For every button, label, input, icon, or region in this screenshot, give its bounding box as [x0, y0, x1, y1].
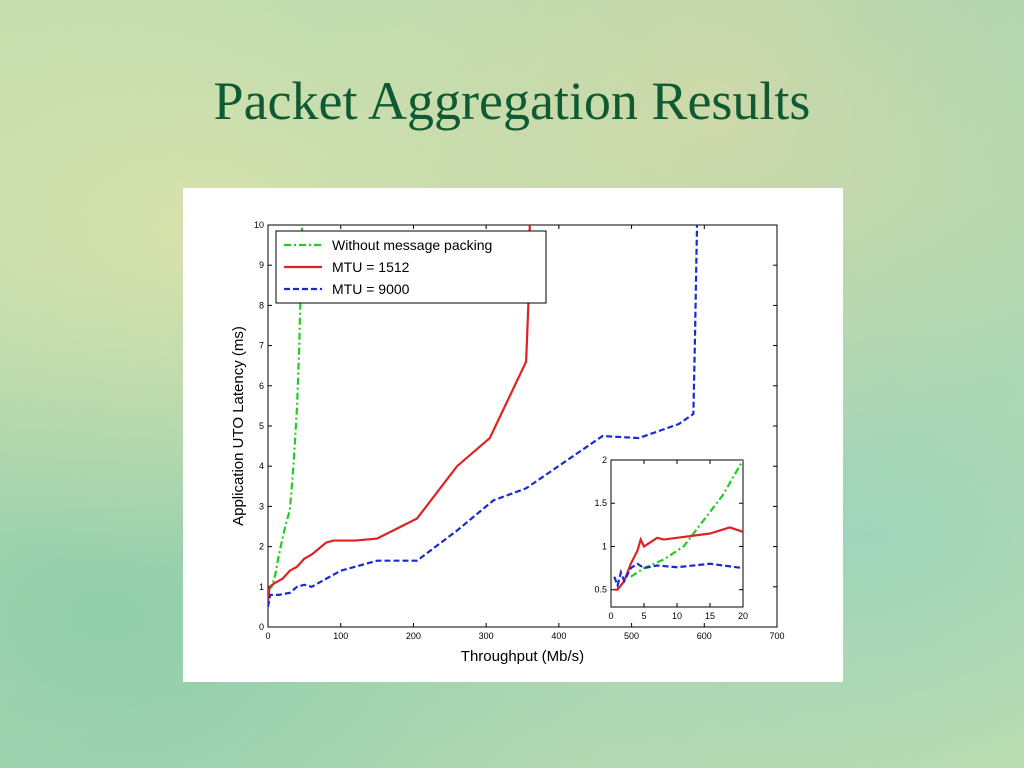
x-tick-label: 10 — [672, 611, 682, 621]
series-line — [268, 225, 699, 608]
y-tick-label: 2 — [602, 455, 607, 465]
x-tick-label: 100 — [333, 631, 348, 641]
series-line — [614, 526, 743, 591]
x-tick-label: 0 — [608, 611, 613, 621]
x-tick-label: 500 — [624, 631, 639, 641]
y-tick-label: 6 — [259, 381, 264, 391]
x-tick-label: 200 — [406, 631, 421, 641]
slide-title: Packet Aggregation Results — [213, 71, 811, 131]
y-tick-label: 8 — [259, 300, 264, 310]
chart: 0 100 200 300 400 500 600 700012345678910Throug… — [183, 188, 843, 682]
plot-area — [610, 459, 744, 608]
y-tick-label: 1 — [259, 582, 264, 592]
y-tick-label: 3 — [259, 501, 264, 511]
legend-label: MTU = 9000 — [332, 281, 410, 297]
y-tick-label: 7 — [259, 341, 264, 351]
series-line — [268, 225, 531, 603]
x-tick-label: 400 — [551, 631, 566, 641]
x-tick-label: 15 — [705, 611, 715, 621]
series-line — [613, 562, 743, 590]
series-line — [630, 460, 743, 578]
y-tick-label: 10 — [254, 220, 264, 230]
legend-label: Without message packing — [332, 237, 492, 253]
legend-label: MTU = 1512 — [332, 259, 410, 275]
y-tick-label: 1 — [602, 541, 607, 551]
x-tick-label: 0 — [265, 631, 270, 641]
y-tick-label: 0 — [259, 622, 264, 632]
series-line — [268, 225, 304, 592]
y-axis-label: Application UTO Latency (ms) — [230, 326, 247, 526]
x-tick-label: 600 — [697, 631, 712, 641]
y-tick-label: 4 — [259, 461, 264, 471]
y-tick-label: 5 — [259, 421, 264, 431]
x-axis-label: Throughput (Mb/s) — [461, 648, 584, 665]
x-tick-label: 20 — [738, 611, 748, 621]
x-tick-label: 300 — [479, 631, 494, 641]
y-tick-label: 9 — [259, 260, 264, 270]
y-tick-label: 0.5 — [594, 585, 607, 595]
y-tick-label: 1.5 — [594, 498, 607, 508]
x-tick-label: 700 — [769, 631, 784, 641]
y-tick-label: 2 — [259, 542, 264, 552]
x-tick-label: 5 — [641, 611, 646, 621]
